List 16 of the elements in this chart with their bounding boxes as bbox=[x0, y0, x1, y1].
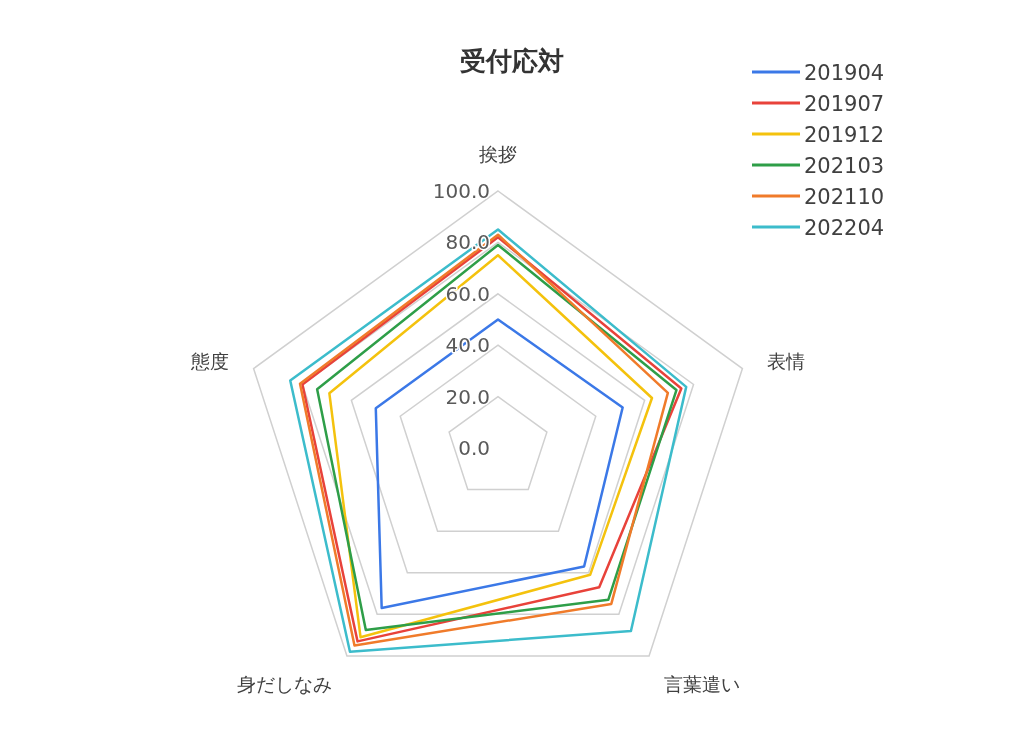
y-tick-label: 60.0 bbox=[445, 281, 490, 306]
y-tick-label: 20.0 bbox=[445, 384, 490, 409]
legend-label: 201907 bbox=[804, 92, 885, 116]
spoke-label: 表情 bbox=[766, 349, 805, 372]
legend-label: 202110 bbox=[804, 185, 885, 209]
chart-title: 受付応対 bbox=[460, 46, 564, 76]
spoke-label: 態度 bbox=[190, 349, 230, 372]
legend-label: 202204 bbox=[804, 216, 885, 240]
legend-label: 202103 bbox=[804, 154, 885, 178]
y-tick-label: 100.0 bbox=[432, 179, 490, 203]
legend-label: 201904 bbox=[804, 61, 885, 85]
spoke-label: 言葉遣い bbox=[664, 672, 741, 695]
legend-label: 201912 bbox=[804, 123, 885, 147]
spoke-label: 身だしなみ bbox=[236, 672, 332, 695]
y-tick-label: 0.0 bbox=[458, 436, 490, 460]
spoke-label: 挨拶 bbox=[479, 143, 517, 166]
